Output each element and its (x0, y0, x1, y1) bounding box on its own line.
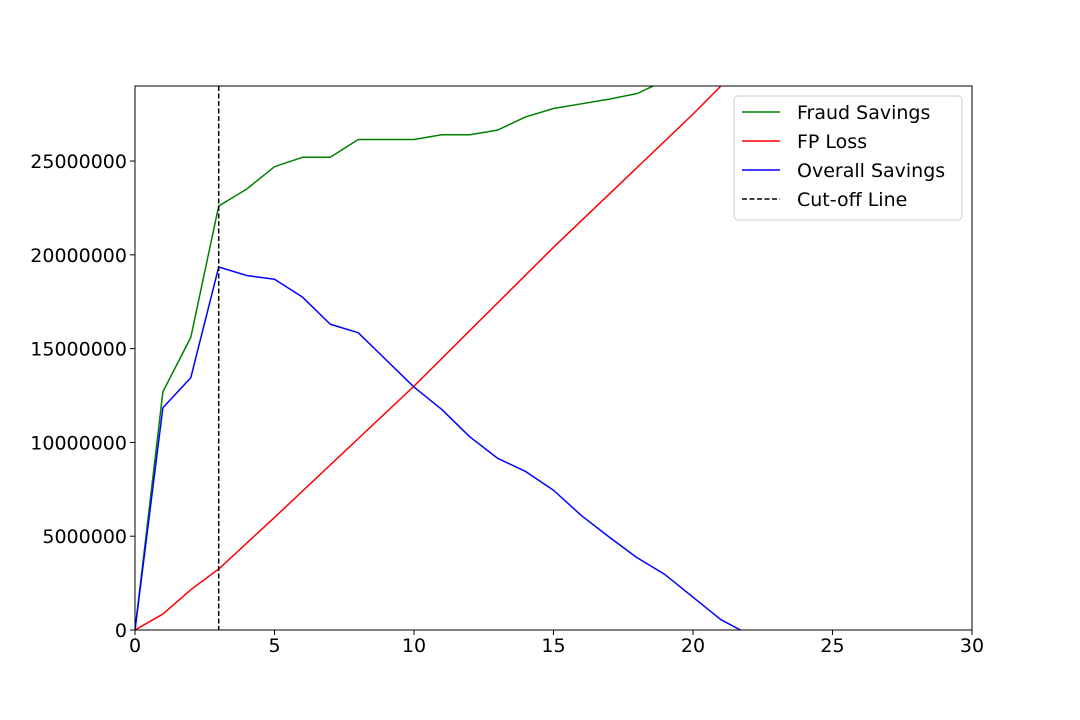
legend-label-fp-loss: FP Loss (797, 131, 867, 153)
y-tick-label: 15000000 (30, 339, 127, 361)
x-tick-label: 30 (960, 635, 984, 657)
y-tick-label: 0 (115, 620, 127, 642)
x-tick-label: 20 (681, 635, 705, 657)
legend: Fraud Savings FP Loss Overall Savings Cut-o… (733, 95, 963, 221)
series-line-fp-loss (135, 86, 722, 630)
x-tick-label: 15 (541, 635, 565, 657)
x-tick-label: 10 (402, 635, 426, 657)
x-tick-label: 25 (820, 635, 844, 657)
legend-label-fraud-savings: Fraud Savings (797, 102, 930, 124)
series-line-fraud-savings (135, 86, 655, 630)
series-line-overall-savings (135, 266, 741, 630)
y-tick-label: 20000000 (30, 245, 127, 267)
y-tick-label: 10000000 (30, 432, 127, 454)
y-axis: 0 5000000 10000000 15000000 20000000 25000000 (30, 151, 135, 642)
series-layer (135, 86, 741, 630)
legend-label-overall-savings: Overall Savings (797, 160, 945, 182)
y-tick-label: 5000000 (42, 526, 127, 548)
y-tick-label: 25000000 (30, 151, 127, 173)
x-tick-label: 0 (129, 635, 141, 657)
legend-box (733, 95, 963, 221)
x-axis: 0 5 10 15 20 25 30 (129, 630, 984, 657)
legend-label-cut-off-line: Cut-off Line (797, 189, 907, 211)
x-tick-label: 5 (268, 635, 280, 657)
